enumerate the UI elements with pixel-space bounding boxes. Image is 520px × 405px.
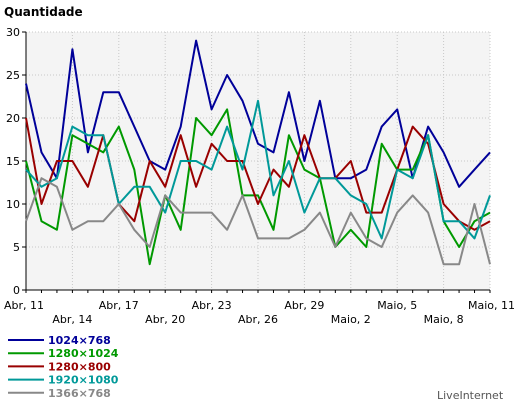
- x-tick-label: Abr, 14: [52, 313, 92, 326]
- legend-label: 1280×1024: [48, 347, 119, 360]
- x-tick-label: Abr, 23: [192, 299, 232, 312]
- y-tick-label: 20: [6, 112, 20, 125]
- x-tick-label: Maio, 2: [331, 313, 371, 326]
- x-tick-label: Maio, 8: [424, 313, 464, 326]
- x-tick-label: Maio, 5: [377, 299, 417, 312]
- legend: 1024×7681280×10241280×8001920×10801366×7…: [8, 334, 119, 400]
- x-tick-label: Abr, 26: [238, 313, 278, 326]
- legend-label: 1366×768: [48, 387, 111, 400]
- y-tick-label: 0: [13, 284, 20, 297]
- x-tick-label: Maio, 11: [468, 299, 515, 312]
- brand-text: LiveInternet: [437, 389, 504, 402]
- series-line-5: [25, 177, 491, 266]
- x-tick-label: Abr, 11: [4, 299, 44, 312]
- x-tick-label: Abr, 17: [99, 299, 139, 312]
- y-tick-label: 25: [6, 69, 20, 82]
- y-tick-label: 10: [6, 198, 20, 211]
- x-tick-label: Abr, 29: [284, 299, 324, 312]
- y-ticks: 0 5 10 15 20 25 30: [6, 26, 26, 297]
- series-line-2: [25, 108, 491, 266]
- y-tick-label: 30: [6, 26, 20, 39]
- series-line-4: [25, 99, 491, 240]
- series-lines: [25, 39, 491, 266]
- legend-label: 1920×1080: [48, 374, 119, 387]
- y-axis-title: Quantidade: [4, 5, 83, 19]
- y-tick-label: 5: [13, 241, 20, 254]
- y-tick-label: 15: [6, 155, 20, 168]
- legend-label: 1280×800: [48, 360, 111, 373]
- x-tick-label: Abr, 20: [145, 313, 185, 326]
- x-ticks: Abr, 11 Abr, 17 Abr, 23 Abr, 29 Maio, 5 Maio,…: [4, 290, 515, 326]
- legend-label: 1024×768: [48, 334, 111, 347]
